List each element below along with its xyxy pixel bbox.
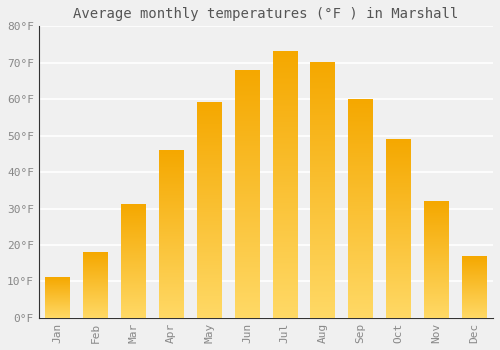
Title: Average monthly temperatures (°F ) in Marshall: Average monthly temperatures (°F ) in Ma… [74,7,458,21]
